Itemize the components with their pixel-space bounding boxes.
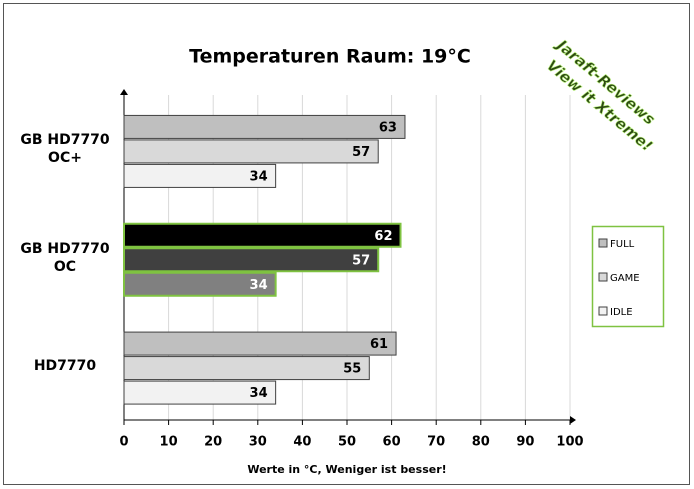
data-label: 63 <box>379 120 397 135</box>
x-tick-label: 60 <box>383 435 401 450</box>
data-label: 61 <box>370 337 388 352</box>
bar <box>123 271 277 297</box>
bar <box>123 222 402 248</box>
axis-arrow <box>120 89 128 95</box>
x-tick-label: 70 <box>427 435 445 450</box>
x-tick-label: 80 <box>472 435 490 450</box>
data-label: 57 <box>352 253 370 268</box>
x-tick-label: 30 <box>249 435 267 450</box>
x-tick-label: 50 <box>338 435 356 450</box>
legend-label: IDLE <box>610 307 633 318</box>
x-tick-label: 100 <box>556 435 583 450</box>
axis-arrow <box>570 416 576 424</box>
chart-title: Temperaturen Raum: 19°C <box>189 46 471 68</box>
legend-swatch <box>598 238 608 248</box>
x-tick-label: 20 <box>204 435 222 450</box>
bar <box>123 380 277 405</box>
bar <box>123 139 379 164</box>
data-label: 34 <box>250 278 268 293</box>
data-label: 55 <box>343 362 361 377</box>
bar <box>123 163 277 188</box>
legend-label: GAME <box>610 273 640 284</box>
x-axis-label: Werte in °C, Weniger ist besser! <box>247 463 446 476</box>
bar <box>123 356 370 381</box>
x-tick-label: 40 <box>293 435 311 450</box>
bar <box>123 331 397 356</box>
data-label: 62 <box>374 229 392 244</box>
x-tick-label: 90 <box>516 435 534 450</box>
y-tick-label: GB HD7770 OC+ <box>20 132 110 167</box>
data-label: 34 <box>250 386 268 401</box>
legend-label: FULL <box>610 239 635 250</box>
y-tick-label: HD7770 <box>33 357 97 374</box>
x-tick-label: 10 <box>160 435 178 450</box>
bar <box>123 114 406 139</box>
x-tick-label: 0 <box>119 435 128 450</box>
data-label: 34 <box>250 169 268 184</box>
legend-swatch <box>598 272 608 282</box>
y-tick-label: GB HD7770 OC <box>20 240 110 275</box>
legend-swatch <box>598 306 608 316</box>
data-label: 57 <box>352 145 370 160</box>
bar <box>123 247 380 273</box>
